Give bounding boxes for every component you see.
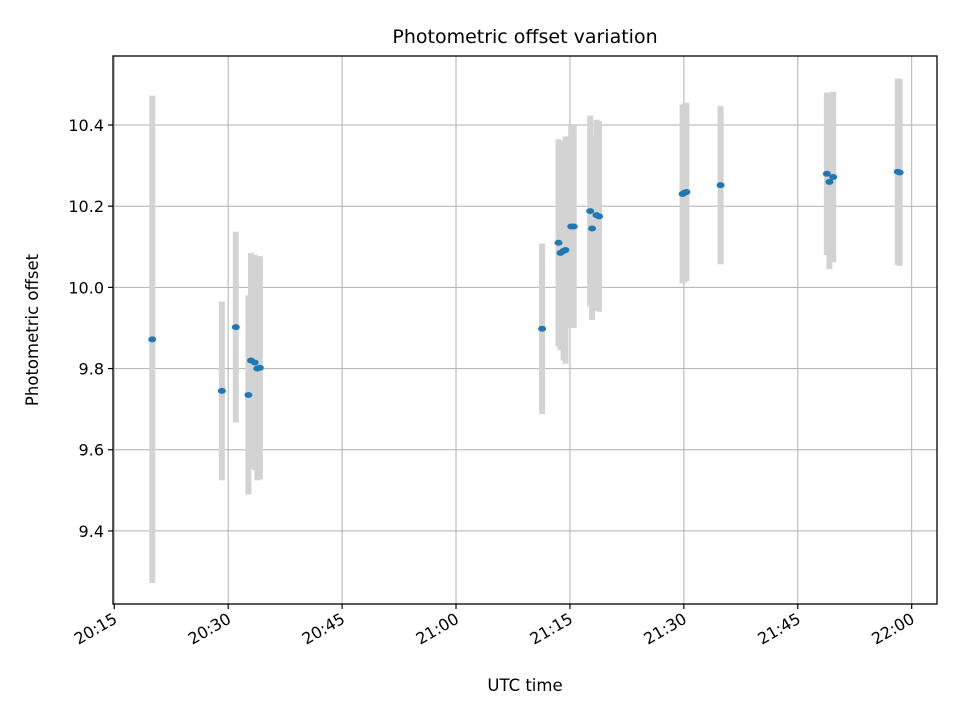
x-tick-label: 21:45	[754, 609, 803, 649]
y-tick-label: 10.0	[68, 278, 104, 297]
x-tick-label: 22:00	[868, 609, 917, 649]
y-tick-label: 10.4	[68, 116, 104, 135]
data-point	[217, 387, 226, 394]
y-tick-label: 9.4	[79, 522, 104, 541]
chart-title: Photometric offset variation	[392, 26, 657, 48]
y-axis-label: Photometric offset	[23, 253, 42, 406]
plot-frame	[112, 55, 938, 605]
x-axis: 20:15 20:30 20:45 21:00 21:15 21:30 21:45 22:00	[71, 604, 918, 649]
data-point	[586, 208, 595, 215]
data-point	[716, 182, 725, 189]
data-point	[561, 247, 570, 254]
data-point	[231, 324, 240, 331]
x-tick-label: 21:15	[527, 609, 576, 649]
data-point	[825, 178, 834, 185]
data-point	[554, 239, 563, 246]
data-point	[569, 223, 578, 230]
x-tick-label: 20:15	[71, 609, 120, 649]
data-point	[538, 325, 547, 332]
data-point	[829, 173, 838, 180]
data-point	[255, 364, 264, 371]
data-point	[682, 188, 691, 195]
data-point	[895, 169, 904, 176]
data-point	[822, 170, 831, 177]
data-point	[588, 225, 597, 232]
y-tick-label: 9.8	[79, 360, 104, 379]
x-axis-label: UTC time	[487, 676, 562, 695]
data-point	[244, 391, 253, 398]
y-tick-label: 9.6	[79, 441, 104, 460]
data-points	[148, 168, 904, 398]
x-tick-label: 21:30	[640, 609, 689, 649]
errorbars	[149, 78, 903, 583]
x-tick-label: 20:30	[185, 609, 234, 649]
data-point	[595, 213, 604, 220]
x-tick-label: 21:00	[413, 609, 462, 649]
y-tick-label: 10.2	[68, 197, 104, 216]
data-point	[250, 359, 259, 366]
data-point	[148, 336, 157, 343]
x-tick-label: 20:45	[299, 609, 348, 649]
y-axis: 9.4 9.6 9.8 10.0 10.2 10.4	[68, 116, 113, 541]
